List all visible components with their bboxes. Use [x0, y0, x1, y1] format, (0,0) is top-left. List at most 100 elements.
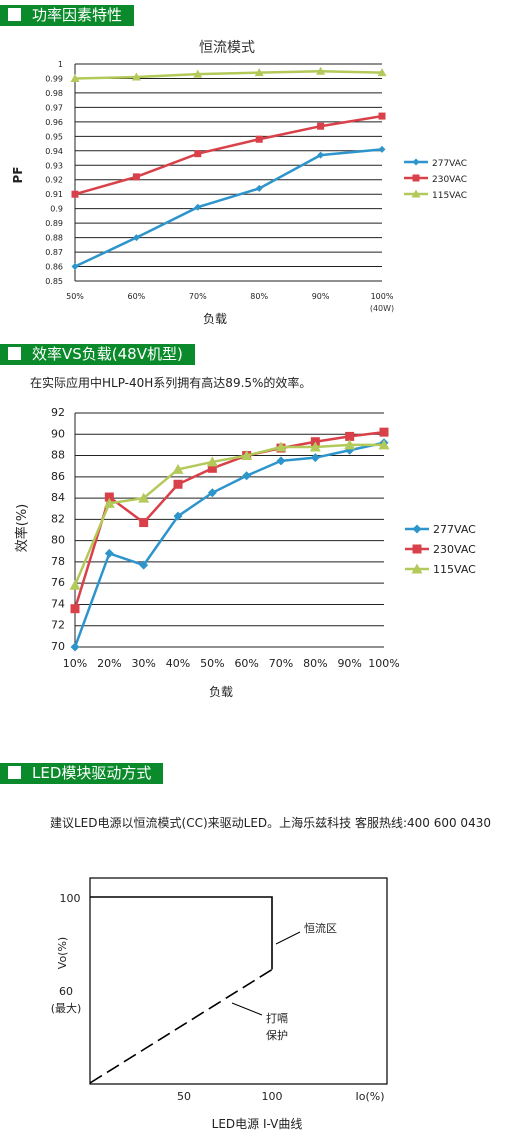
- annotation-leader-hiccup: [231, 1002, 263, 1016]
- legend-label: 230VAC: [432, 175, 467, 185]
- series-line-277VAC: [73, 441, 385, 648]
- data-point: [70, 73, 80, 82]
- data-point: [194, 203, 202, 211]
- annotation-constant-current: 恒流区: [304, 921, 337, 935]
- x-tick-label: 50%: [66, 292, 84, 301]
- y-tick-label: 74: [51, 597, 65, 610]
- y-tick-label: 0.98: [45, 89, 63, 98]
- y-tick-label: 0.95: [45, 132, 63, 141]
- data-point: [378, 145, 386, 153]
- x-tick-label: 60%: [128, 292, 146, 301]
- data-point: [194, 150, 202, 158]
- y-tick-label: 1: [58, 60, 63, 69]
- y-tick-label: 76: [51, 576, 65, 589]
- data-point: [207, 488, 217, 498]
- data-point: [309, 441, 321, 452]
- data-point: [132, 234, 140, 242]
- data-point: [172, 463, 184, 474]
- x-tick-label: 90%: [337, 657, 361, 670]
- y-tick-label: 0.9: [50, 205, 63, 214]
- data-point: [379, 427, 389, 437]
- data-point: [317, 122, 325, 130]
- section-header-led-drive: LED模块驱动方式: [0, 763, 164, 784]
- y-tick-label: 80: [51, 534, 65, 547]
- y-tick-label: 84: [51, 491, 65, 504]
- data-point: [139, 518, 149, 528]
- data-point: [255, 184, 263, 192]
- y-tick-label: 0.97: [45, 103, 63, 112]
- data-point: [254, 68, 264, 77]
- data-point: [131, 72, 141, 81]
- x-tick-label: 80%: [250, 292, 268, 301]
- x-tick-label: 90%: [312, 292, 330, 301]
- series-line-115VAC: [73, 443, 384, 586]
- data-point: [70, 604, 80, 614]
- chart-caption: LED电源 I-V曲线: [212, 1117, 303, 1131]
- y-tick-label: 0.88: [45, 234, 63, 243]
- pf-chart: 0.85 0.86 0.87 0.88 0.89 0.9 0.91 0.92 0.93 0.94 0…: [11, 40, 467, 326]
- x-axis-label: 负载: [203, 312, 227, 326]
- x-tick-label: 10%: [63, 657, 87, 670]
- annotation-hiccup: 打嗝: [266, 1011, 288, 1025]
- section-title: LED模块驱动方式: [32, 764, 152, 782]
- legend-label: 277VAC: [433, 523, 476, 536]
- legend-label: 115VAC: [432, 191, 467, 201]
- chart-title: 恒流模式: [199, 40, 255, 56]
- x-tick-label: 50%: [200, 657, 224, 670]
- y-axis-label: 效率(%): [14, 504, 30, 553]
- legend-label: 115VAC: [433, 563, 476, 576]
- y-tick-label: 60: [59, 985, 73, 998]
- legend-label: 277VAC: [432, 159, 467, 169]
- section-header-efficiency: 效率VS负载(48V机型): [0, 344, 195, 365]
- y-tick-label: 0.89: [45, 219, 63, 228]
- plot-frame: [89, 877, 388, 1085]
- data-point: [317, 151, 325, 159]
- y-tick-label: 100: [60, 892, 81, 905]
- data-point: [70, 642, 80, 652]
- y-tick-label: 0.86: [45, 263, 63, 272]
- x-tick-label: 70%: [269, 657, 293, 670]
- y-tick-label: 92: [51, 406, 65, 419]
- data-point: [412, 524, 422, 534]
- data-point: [71, 263, 79, 271]
- y-tick-label: 90: [51, 427, 65, 440]
- data-point: [104, 548, 114, 558]
- annotation-protect: 保护: [266, 1028, 288, 1042]
- x-tick-label: 100: [262, 1090, 283, 1103]
- data-point: [378, 439, 390, 450]
- x-tick-label: 20%: [97, 657, 121, 670]
- y-tick-label: 0.92: [45, 176, 63, 185]
- data-point: [412, 158, 420, 166]
- data-point: [316, 66, 326, 75]
- data-point: [193, 69, 203, 78]
- data-point: [412, 544, 422, 554]
- x-tick-label: 30%: [131, 657, 155, 670]
- section-title: 功率因素特性: [32, 6, 123, 24]
- y-tick-label: 0.94: [45, 147, 63, 156]
- constant-current-line: [90, 896, 273, 970]
- x-axis-label: 负载: [209, 685, 233, 699]
- data-point: [138, 492, 150, 503]
- x-tick-label: 60%: [234, 657, 258, 670]
- annotation-leader-cc: [275, 931, 301, 945]
- square-bullet-icon: [8, 8, 21, 21]
- data-point: [103, 497, 115, 508]
- data-point: [139, 560, 149, 570]
- data-point: [377, 68, 387, 77]
- data-point: [241, 450, 253, 461]
- data-point: [69, 579, 81, 590]
- y-tick-sublabel: (最大): [51, 1001, 82, 1015]
- hiccup-protection-line: [89, 968, 273, 1084]
- y-tick-label: 78: [51, 555, 65, 568]
- section-title: 效率VS负载(48V机型): [32, 345, 183, 363]
- section-header-power-factor: 功率因素特性: [0, 5, 135, 26]
- data-point: [345, 431, 355, 441]
- y-tick-label: 82: [51, 512, 65, 525]
- y-axis-label: PF: [11, 167, 25, 184]
- data-point: [412, 174, 420, 182]
- data-point: [207, 463, 217, 473]
- series-line-277VAC: [74, 148, 383, 268]
- x-axis-extra-label: (40W): [370, 304, 394, 313]
- data-point: [173, 511, 183, 521]
- y-tick-label: 72: [51, 619, 65, 632]
